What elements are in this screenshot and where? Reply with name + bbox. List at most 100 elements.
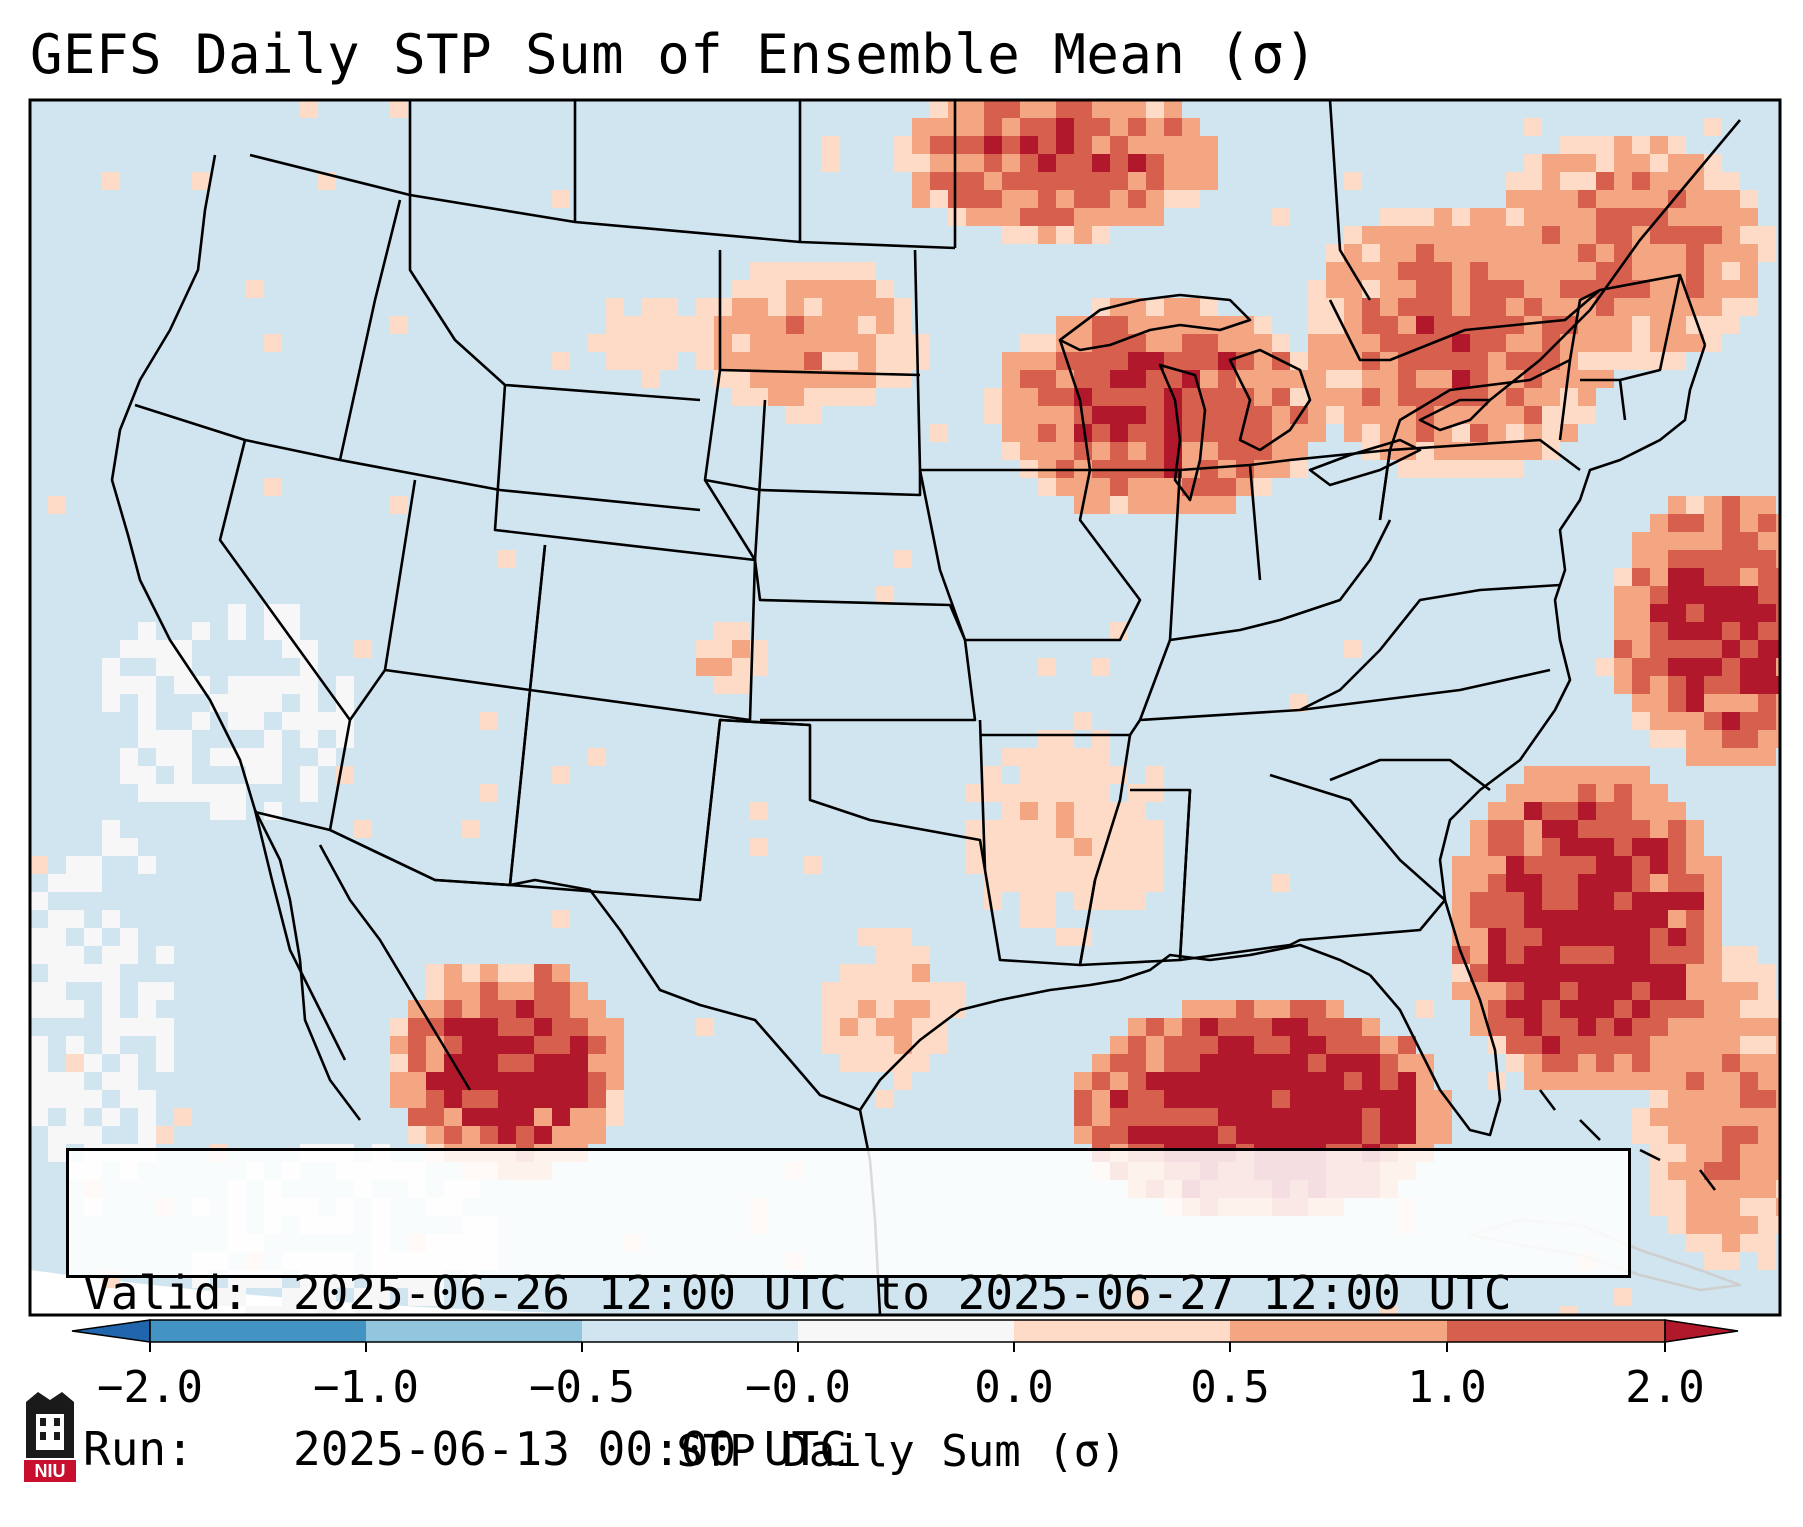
anomaly-cell [1488, 928, 1506, 946]
anomaly-cell [192, 622, 210, 640]
anomaly-cell [912, 190, 930, 208]
anomaly-cell [1110, 154, 1128, 172]
anomaly-cell [1686, 604, 1704, 622]
anomaly-cell [30, 982, 48, 1000]
anomaly-cell [948, 172, 966, 190]
anomaly-cell [1056, 136, 1074, 154]
anomaly-cell [1110, 892, 1128, 910]
anomaly-cell [1092, 370, 1110, 388]
anomaly-cell [1650, 586, 1668, 604]
anomaly-cell [138, 730, 156, 748]
anomaly-cell [1236, 1072, 1254, 1090]
anomaly-cell [1362, 370, 1380, 388]
anomaly-cell [1650, 928, 1668, 946]
anomaly-cell [1560, 154, 1578, 172]
anomaly-cell [1704, 172, 1722, 190]
anomaly-cell [1254, 1108, 1272, 1126]
anomaly-cell [1128, 100, 1146, 118]
anomaly-cell [1092, 316, 1110, 334]
anomaly-cell [966, 784, 984, 802]
anomaly-cell [1200, 442, 1218, 460]
anomaly-cell [480, 1018, 498, 1036]
anomaly-cell [264, 1306, 282, 1315]
anomaly-cell [498, 982, 516, 1000]
anomaly-cell [1722, 1000, 1740, 1018]
anomaly-cell [876, 1090, 894, 1108]
anomaly-cell [1398, 1090, 1416, 1108]
anomaly-cell [732, 676, 750, 694]
anomaly-cell [1596, 262, 1614, 280]
anomaly-cell [912, 1054, 930, 1072]
anomaly-cell [1758, 1216, 1776, 1234]
anomaly-cell [1200, 1000, 1218, 1018]
anomaly-cell [948, 1000, 966, 1018]
anomaly-cell [1650, 1162, 1668, 1180]
anomaly-cell [1380, 406, 1398, 424]
anomaly-cell [1542, 334, 1560, 352]
st-lawrence [1489, 119, 1741, 402]
anomaly-cell [732, 658, 750, 676]
colorbar-tick-label: −1.0 [313, 1362, 419, 1413]
anomaly-cell [1002, 118, 1020, 136]
anomaly-cell [714, 658, 732, 676]
anomaly-cell [1758, 640, 1776, 658]
anomaly-cell [480, 1000, 498, 1018]
anomaly-cell [804, 370, 822, 388]
anomaly-cell [1650, 640, 1668, 658]
anomaly-cell [1398, 388, 1416, 406]
anomaly-cell [1740, 226, 1758, 244]
anomaly-cell [1632, 136, 1650, 154]
anomaly-cell [1488, 424, 1506, 442]
anomaly-cell [1002, 424, 1020, 442]
anomaly-cell [264, 766, 282, 784]
anomaly-cell [1092, 1054, 1110, 1072]
anomaly-cell [1776, 1000, 1780, 1018]
anomaly-cell [1200, 172, 1218, 190]
state-lines-plains-n [703, 250, 922, 497]
anomaly-cell [1506, 1054, 1524, 1072]
anomaly-cell [1110, 1054, 1128, 1072]
anomaly-cell [1110, 1036, 1128, 1054]
anomaly-cell [642, 334, 660, 352]
anomaly-cell [498, 550, 516, 568]
anomaly-cell [1704, 262, 1722, 280]
anomaly-cell [1146, 784, 1164, 802]
anomaly-cell [1614, 820, 1632, 838]
anomaly-cell [1110, 874, 1128, 892]
anomaly-cell [408, 1036, 426, 1054]
anomaly-cell [1110, 442, 1128, 460]
anomaly-cell [1164, 118, 1182, 136]
anomaly-cell [1740, 1180, 1758, 1198]
anomaly-cell [1668, 1072, 1686, 1090]
anomaly-cell [1290, 1018, 1308, 1036]
anomaly-cell [30, 928, 48, 946]
anomaly-cell [966, 118, 984, 136]
anomaly-cell [228, 712, 246, 730]
anomaly-cell [1758, 1018, 1776, 1036]
anomaly-cell [1506, 244, 1524, 262]
anomaly-cell [1218, 1018, 1236, 1036]
anomaly-cell [1470, 244, 1488, 262]
anomaly-cell [1110, 298, 1128, 316]
anomaly-cell [1272, 460, 1290, 478]
anomaly-cell [1578, 190, 1596, 208]
anomaly-cell [426, 964, 444, 982]
anomaly-cell [1740, 1198, 1758, 1216]
anomaly-cell [156, 1054, 174, 1072]
anomaly-cell [1164, 1108, 1182, 1126]
anomaly-cell [1038, 334, 1056, 352]
anomaly-cell [858, 298, 876, 316]
anomaly-cell [1650, 982, 1668, 1000]
anomaly-cell [1686, 280, 1704, 298]
anomaly-cell [1722, 982, 1740, 1000]
anomaly-cell [1344, 640, 1362, 658]
anomaly-cell [498, 1018, 516, 1036]
colorbar-tick-label: 0.5 [1190, 1362, 1270, 1413]
anomaly-cell [1092, 1090, 1110, 1108]
anomaly-cell [1110, 316, 1128, 334]
anomaly-cell [1722, 1252, 1740, 1270]
lake-superior [1058, 293, 1252, 352]
anomaly-cell [1092, 766, 1110, 784]
anomaly-cell [1776, 1126, 1780, 1144]
anomaly-cell [444, 1108, 462, 1126]
